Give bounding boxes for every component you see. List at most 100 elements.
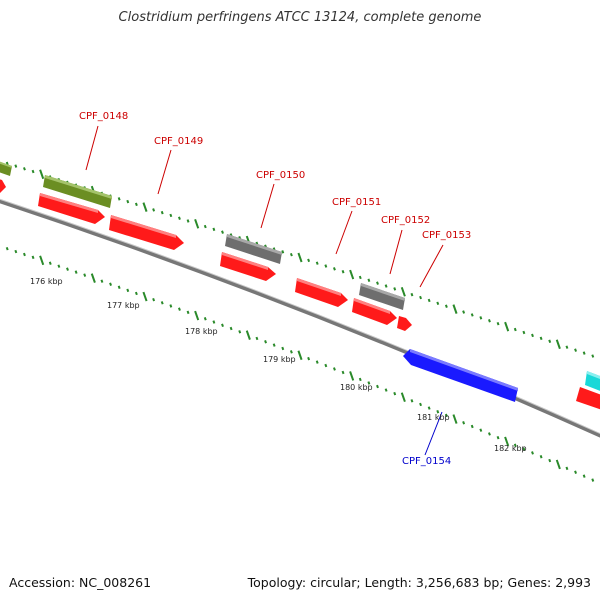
gene-label-cpf-0154[interactable]: CPF_0154 [402,456,451,467]
outer-tick-24 [194,218,200,229]
outer-tick-45 [376,281,379,285]
inner-tick-32 [264,340,267,344]
cds-arrow-cpf-0152[interactable] [352,298,397,325]
inner-tick-49 [410,399,414,403]
inner-tick-4 [23,252,26,257]
outer-tick-21 [169,213,173,218]
gene-label-cpf-0153[interactable]: CPF_0153 [422,230,471,241]
outer-tick-40 [333,267,336,271]
map-title: Clostridium perfringens ATCC 13124, comp… [118,10,482,25]
inner-tick-50 [419,402,422,407]
cds-arrow-cpf-0149[interactable] [109,215,184,250]
inner-tick-35 [289,350,293,354]
inner-tick-43 [358,377,362,382]
feature-bar-cpf-0152[interactable] [359,283,405,310]
kbp-label-176: 176 kbp [30,277,63,286]
inner-tick-61 [513,443,517,447]
inner-tick-54 [452,414,458,424]
outer-tick-25 [203,224,207,229]
outer-tick-5 [31,169,35,174]
topology-summary: Topology: circular; Length: 3,256,683 bp… [247,575,591,590]
inner-tick-56 [470,424,474,429]
outer-tick-47 [393,287,397,291]
outer-tick-23 [186,219,190,223]
gene-label-cpf-0152[interactable]: CPF_0152 [381,215,430,226]
inner-tick-22 [178,307,181,311]
inner-tick-59 [496,435,500,440]
cds-arrow-cpf-0153[interactable] [397,316,412,331]
inner-tick-39 [324,363,328,368]
outer-tick-69 [582,351,586,355]
outer-tick-15 [117,197,121,201]
cds-arrow-cpf-0151[interactable] [295,278,348,307]
feature-bar-cpf-0150[interactable] [225,234,282,264]
outer-tick-60 [504,321,510,332]
inner-tick-37 [307,356,311,361]
cds-arrow-cpf-0150[interactable] [220,252,276,281]
outer-tick-53 [444,304,448,308]
gene-label-cpf-0149[interactable]: CPF_0149 [154,136,203,147]
inner-tick-48 [400,392,406,403]
kbp-label-179: 179 kbp [263,355,296,364]
inner-tick-30 [245,330,251,340]
cds-arrow-cpf-0148[interactable] [38,193,105,224]
inner-tick-60 [504,436,510,447]
cds-arrow-right-edge[interactable] [576,387,600,412]
gene-label-cpf-0150[interactable]: CPF_0150 [256,170,305,181]
inner-tick-19 [152,297,156,302]
outer-tick-48 [400,286,406,297]
inner-tick-3 [14,249,18,254]
outer-tick-50 [419,295,422,300]
outer-tick-63 [531,333,534,338]
outer-tick-61 [513,327,517,332]
gene-label-cpf-0151[interactable]: CPF_0151 [332,197,381,208]
outer-tick-56 [470,313,474,317]
outer-tick-62 [522,330,526,335]
inner-tick-20 [160,301,164,305]
leader-lines [85,125,444,456]
inner-tick-66 [555,459,561,470]
kbp-label-177: 177 kbp [107,301,140,310]
kbp-label-181: 181 kbp [417,413,450,422]
outer-tick-49 [410,292,414,297]
outer-tick-42 [349,269,355,280]
inner-tick-46 [384,388,388,392]
gene-label-cpf-0148[interactable]: CPF_0148 [79,111,128,122]
inner-tick-38 [315,360,319,364]
feature-bar-cyan[interactable] [585,371,600,392]
outer-tick-20 [160,210,164,215]
gene-bar-cpf-0154[interactable] [403,349,518,402]
outer-tick-43 [358,275,362,280]
genome-backbone-highlight [0,198,600,435]
inner-tick-6 [39,255,45,266]
inner-tick-62 [522,447,526,451]
inner-tick-51 [427,406,431,410]
kbp-label-180: 180 kbp [340,383,373,392]
inner-tick-55 [462,421,466,425]
inner-tick-14 [109,282,112,286]
outer-tick-22 [178,216,181,220]
outer-tick-44 [367,278,371,283]
accession-text: Accession: NC_008261 [9,575,152,590]
outer-tick-37 [307,258,311,263]
inner-tick-10 [74,270,78,274]
inner-tick-67 [565,466,569,471]
inner-tick-64 [539,454,543,459]
inner-tick-26 [212,320,216,324]
feature-bar-cpf-0148[interactable] [43,175,112,208]
feature-bar-olive-left[interactable] [0,160,12,176]
inner-tick-24 [194,310,200,321]
inner-tick-9 [66,267,69,271]
outer-tick-27 [221,230,224,234]
inner-tick-53 [444,413,448,418]
inner-tick-45 [376,384,379,389]
outer-tick-70 [591,354,595,358]
outer-tick-18 [142,202,148,212]
cds-arrow-left-edge[interactable] [0,178,6,193]
outer-tick-55 [462,310,466,314]
inner-tick-44 [367,381,371,385]
outer-tick-35 [289,252,293,257]
inner-tick-29 [238,330,242,334]
inner-tick-band [0,246,600,484]
